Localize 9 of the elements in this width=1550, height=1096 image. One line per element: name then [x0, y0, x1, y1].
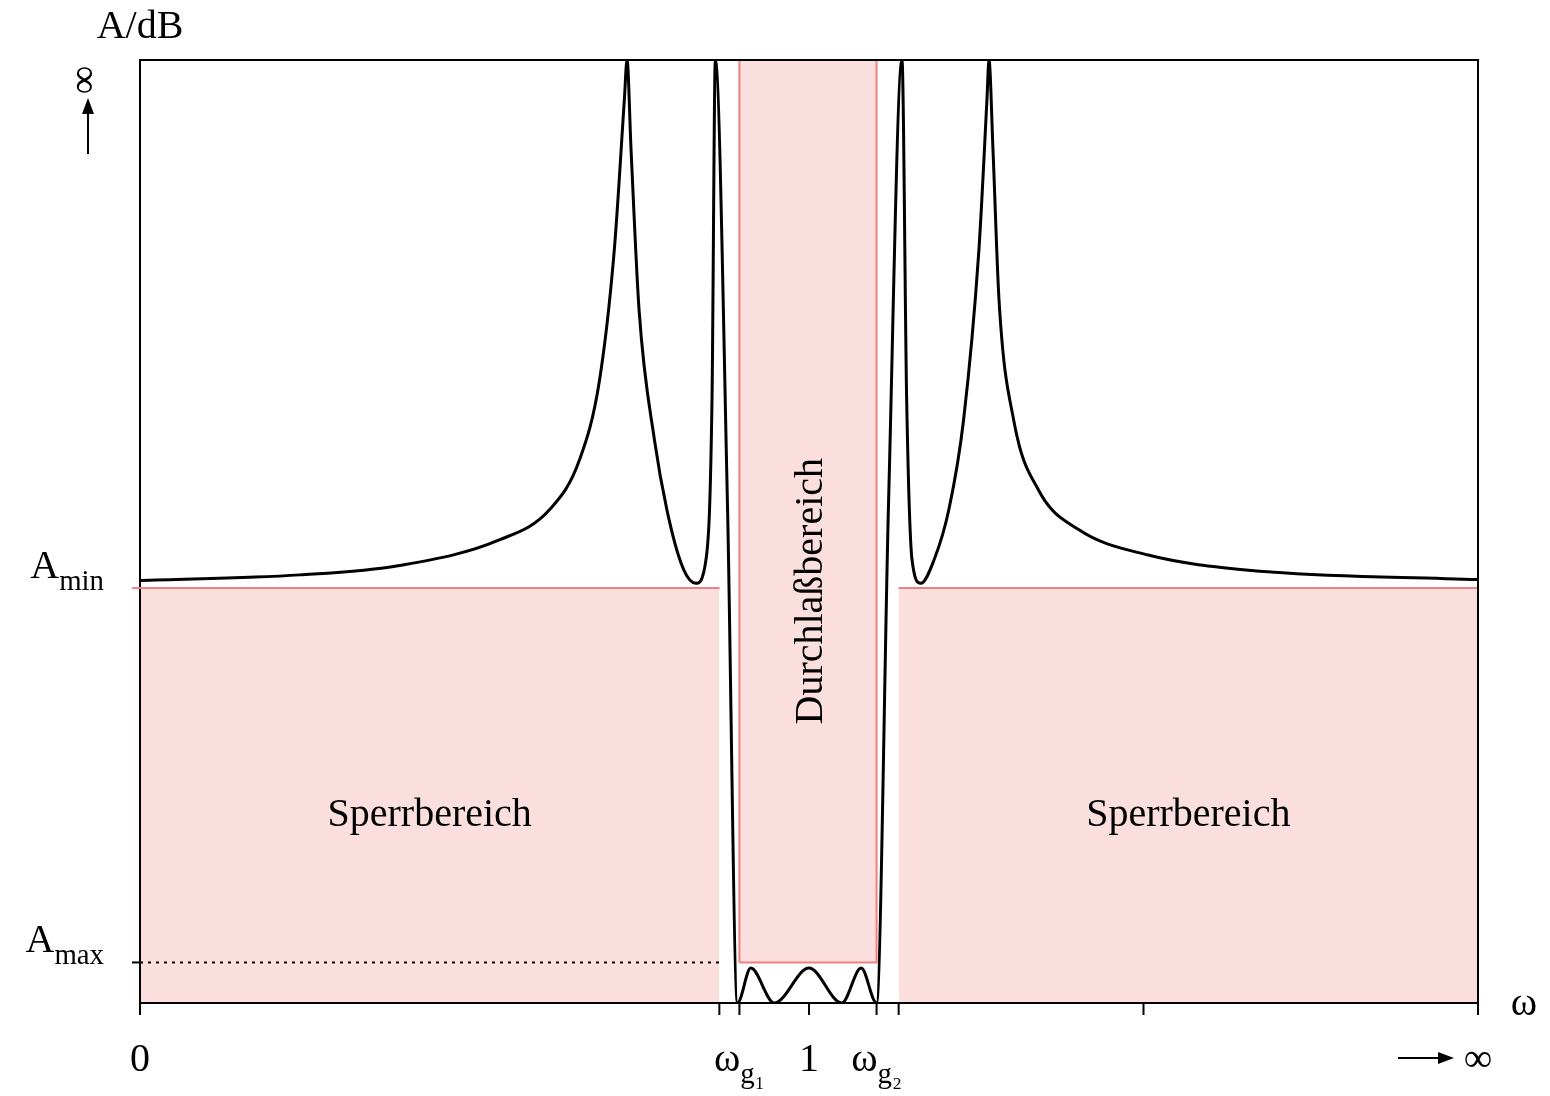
x-tick-label: 0 — [130, 1035, 150, 1080]
x-tick-label: ∞ — [1463, 1035, 1493, 1080]
series-label: Durchlaßbereich — [786, 457, 831, 725]
series-label: Sperrbereich — [327, 790, 532, 836]
x-axis-title: ω — [1510, 979, 1538, 1024]
y-axis-title: A/dB — [96, 2, 184, 47]
x-tick-label: 1 — [799, 1035, 819, 1080]
text: ∞ — [60, 65, 105, 95]
series-label: Sperrbereich — [1086, 790, 1291, 836]
